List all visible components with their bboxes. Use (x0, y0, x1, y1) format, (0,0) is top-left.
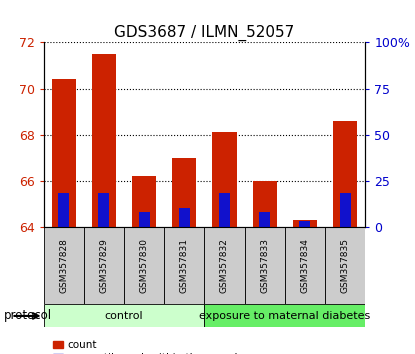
Bar (333, 121, 357, 227)
Bar (44, 227, 84, 304)
Text: GSM357832: GSM357832 (220, 238, 229, 293)
Bar (44, 304, 205, 327)
Text: GSM357833: GSM357833 (260, 238, 269, 293)
Bar (51, 79, 76, 227)
Title: GDS3687 / ILMN_52057: GDS3687 / ILMN_52057 (114, 25, 295, 41)
Bar (84, 227, 124, 304)
Bar (139, 212, 149, 227)
Bar (92, 54, 116, 227)
Bar (58, 193, 69, 227)
Bar (205, 227, 244, 304)
Bar (325, 227, 365, 304)
Bar (219, 193, 230, 227)
Bar (285, 227, 325, 304)
Bar (212, 132, 237, 227)
Bar (253, 181, 277, 227)
Bar (179, 208, 190, 227)
Text: GSM357830: GSM357830 (139, 238, 149, 293)
Text: protocol: protocol (4, 309, 52, 322)
Bar (244, 227, 285, 304)
Text: GSM357831: GSM357831 (180, 238, 189, 293)
Text: control: control (105, 311, 143, 321)
Text: GSM357835: GSM357835 (341, 238, 349, 293)
Bar (339, 193, 351, 227)
Bar (172, 158, 196, 227)
Text: GSM357829: GSM357829 (99, 238, 108, 293)
Bar (164, 227, 204, 304)
Bar (124, 227, 164, 304)
Bar (300, 221, 310, 227)
Text: GSM357834: GSM357834 (300, 238, 310, 293)
Text: exposure to maternal diabetes: exposure to maternal diabetes (199, 311, 371, 321)
Bar (98, 193, 109, 227)
Bar (132, 176, 156, 227)
Bar (205, 304, 365, 327)
Bar (259, 212, 270, 227)
Text: GSM357828: GSM357828 (59, 238, 68, 293)
Bar (293, 219, 317, 227)
Legend: count, percentile rank within the sample: count, percentile rank within the sample (49, 336, 248, 354)
